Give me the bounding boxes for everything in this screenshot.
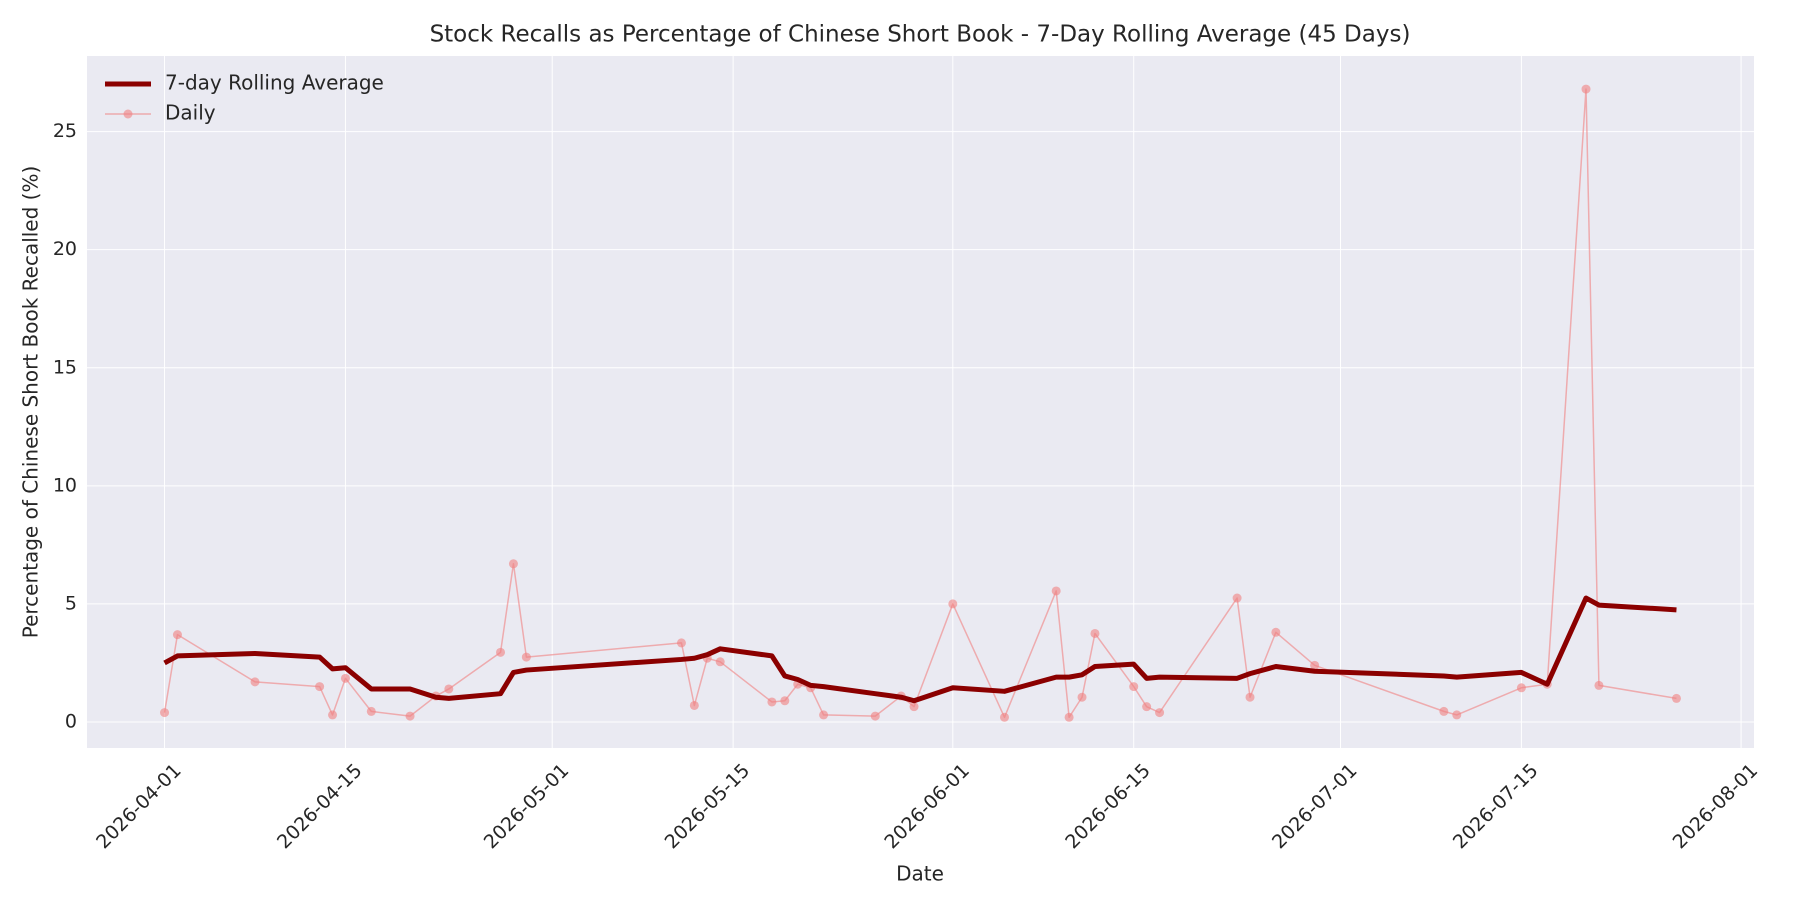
- data-point: [328, 710, 338, 720]
- y-axis-label: Percentage of Chinese Short Book Recalle…: [19, 166, 43, 639]
- data-point: [1594, 680, 1604, 690]
- data-point: [819, 710, 829, 720]
- x-tick-label: 2026-08-01: [1669, 760, 1763, 854]
- x-tick-label: 2026-06-01: [880, 760, 974, 854]
- data-point: [999, 712, 1009, 722]
- y-tick-label: 15: [53, 356, 77, 378]
- data-point: [676, 638, 686, 648]
- data-point: [1064, 712, 1074, 722]
- data-point: [909, 702, 919, 712]
- data-point: [715, 657, 725, 667]
- data-point: [1077, 692, 1087, 702]
- data-point: [160, 708, 170, 718]
- x-tick-label: 2026-05-15: [661, 760, 755, 854]
- data-point: [870, 711, 880, 721]
- legend-label: Daily: [165, 101, 216, 125]
- x-tick-label: 2026-04-01: [92, 760, 186, 854]
- data-point: [250, 677, 260, 687]
- x-tick-label: 2026-04-15: [273, 760, 367, 854]
- data-point: [1452, 710, 1462, 720]
- data-point: [172, 630, 182, 640]
- data-point: [366, 706, 376, 716]
- data-point: [689, 700, 699, 710]
- x-axis-label: Date: [896, 862, 944, 886]
- chart-title: Stock Recalls as Percentage of Chinese S…: [430, 22, 1411, 48]
- data-point: [1232, 593, 1242, 603]
- data-point: [948, 599, 958, 609]
- data-point: [1516, 683, 1526, 693]
- x-tick-label: 2026-07-01: [1268, 760, 1362, 854]
- data-point: [508, 559, 518, 569]
- data-point: [521, 652, 531, 662]
- data-point: [1671, 693, 1681, 703]
- data-point: [1439, 706, 1449, 716]
- x-tick-label: 2026-07-15: [1449, 760, 1543, 854]
- data-point: [340, 673, 350, 683]
- data-point: [1245, 692, 1255, 702]
- data-point: [767, 697, 777, 707]
- x-tick-label: 2026-06-15: [1061, 760, 1155, 854]
- data-point: [1271, 627, 1281, 637]
- data-point: [444, 684, 454, 694]
- y-tick-label: 20: [53, 238, 77, 260]
- data-point: [1310, 660, 1320, 670]
- x-tick-label: 2026-05-01: [480, 760, 574, 854]
- data-point: [1155, 708, 1165, 718]
- legend-label: 7-day Rolling Average: [165, 71, 384, 95]
- y-tick-label: 0: [65, 711, 77, 733]
- data-point: [315, 682, 325, 692]
- data-point: [405, 711, 415, 721]
- y-tick-label: 10: [53, 474, 77, 496]
- data-point: [1142, 702, 1152, 712]
- data-point: [496, 647, 506, 657]
- data-point: [1581, 84, 1591, 94]
- y-tick-label: 5: [65, 592, 77, 614]
- data-point: [780, 696, 790, 706]
- y-tick-label: 25: [53, 120, 77, 142]
- data-point: [1051, 586, 1061, 596]
- data-point: [1129, 682, 1139, 692]
- data-point: [1090, 628, 1100, 638]
- plot-area: [87, 56, 1754, 748]
- series-line: [163, 595, 1677, 704]
- legend-marker: [123, 109, 133, 119]
